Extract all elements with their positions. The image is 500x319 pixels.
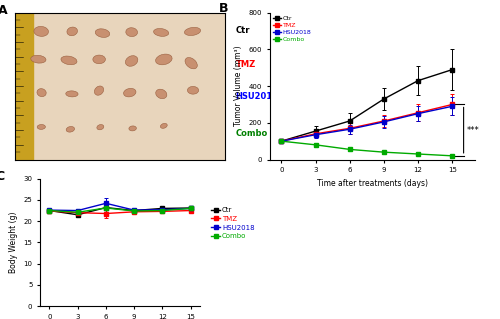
Ellipse shape	[31, 55, 46, 63]
Ellipse shape	[67, 27, 78, 36]
Text: C: C	[0, 170, 4, 183]
Y-axis label: Tumor Volume (mm³): Tumor Volume (mm³)	[234, 46, 244, 126]
Ellipse shape	[61, 56, 77, 65]
Ellipse shape	[185, 57, 198, 69]
Ellipse shape	[184, 27, 200, 35]
Ellipse shape	[129, 126, 136, 131]
Ellipse shape	[124, 88, 136, 97]
Bar	[15, 13, 33, 160]
Text: A: A	[0, 4, 8, 17]
Ellipse shape	[126, 28, 138, 37]
Text: HSU2018: HSU2018	[236, 92, 279, 101]
Ellipse shape	[94, 86, 104, 95]
Text: ***: ***	[467, 126, 480, 135]
Ellipse shape	[37, 124, 46, 130]
Legend: Ctr, TMZ, HSU2018, Combo: Ctr, TMZ, HSU2018, Combo	[273, 16, 311, 42]
Text: Combo: Combo	[236, 129, 268, 137]
Ellipse shape	[126, 56, 138, 66]
Ellipse shape	[97, 124, 104, 130]
Ellipse shape	[37, 89, 46, 97]
Ellipse shape	[66, 91, 78, 97]
Ellipse shape	[160, 123, 167, 128]
Y-axis label: Body Weight (g): Body Weight (g)	[9, 212, 18, 273]
Text: B: B	[219, 3, 228, 16]
Ellipse shape	[156, 89, 167, 99]
X-axis label: Time after treatments (days): Time after treatments (days)	[317, 179, 428, 188]
Ellipse shape	[154, 28, 168, 36]
Ellipse shape	[156, 54, 172, 65]
Ellipse shape	[93, 55, 106, 64]
Ellipse shape	[34, 26, 48, 36]
Legend: Ctr, TMZ, HSU2018, Combo: Ctr, TMZ, HSU2018, Combo	[212, 207, 254, 240]
Ellipse shape	[188, 86, 198, 94]
Text: TMZ: TMZ	[236, 60, 256, 69]
Text: Ctr: Ctr	[236, 26, 250, 35]
Ellipse shape	[96, 29, 110, 37]
Ellipse shape	[66, 127, 74, 132]
